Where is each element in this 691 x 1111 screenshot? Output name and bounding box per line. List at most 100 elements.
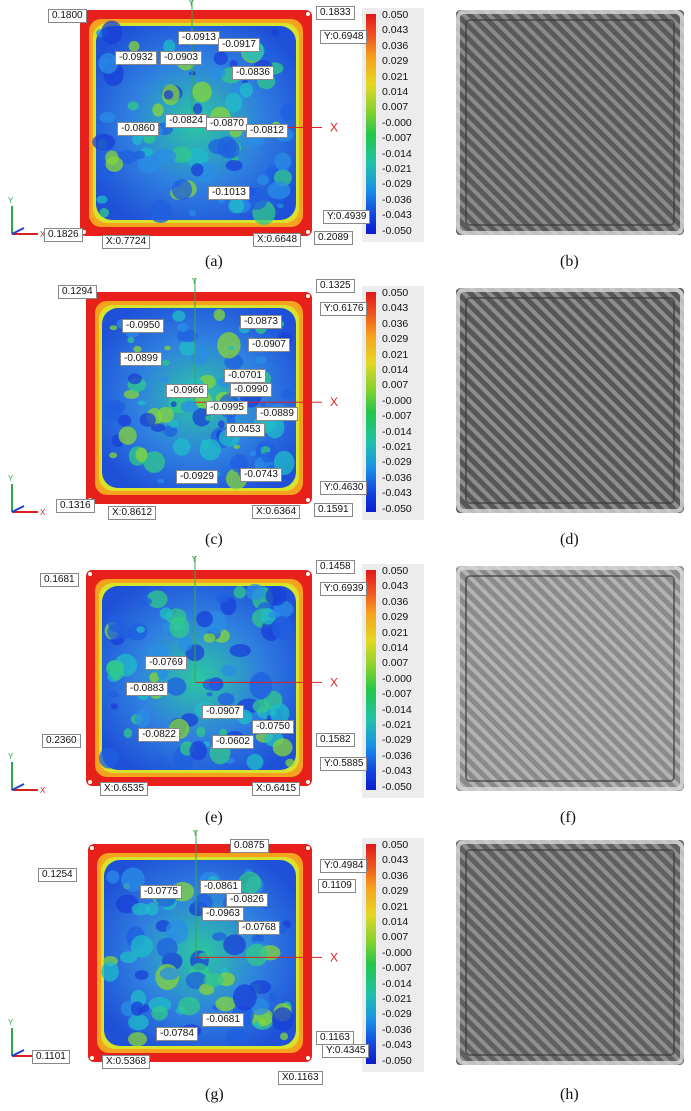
heatmap-speck bbox=[191, 163, 204, 177]
heatmap-speck bbox=[189, 740, 208, 761]
heatmap-speck bbox=[245, 187, 268, 210]
heatmap-speck bbox=[130, 935, 154, 958]
measurement-label: 0.0453 bbox=[226, 423, 265, 437]
heatmap-speck bbox=[269, 703, 290, 725]
colorbar-tick: -0.021 bbox=[382, 441, 412, 453]
measurement-label: -0.0812 bbox=[246, 124, 288, 138]
colorbar-tick: -0.007 bbox=[382, 688, 412, 701]
heatmap-speck bbox=[128, 40, 140, 52]
y-axis-label: Y bbox=[188, 0, 195, 9]
measurement-label: Y:0.4345 bbox=[322, 1044, 370, 1058]
measurement-label: -0.1013 bbox=[208, 186, 250, 200]
measure-point bbox=[82, 230, 86, 234]
colorbar-tick: 0.029 bbox=[382, 611, 409, 624]
heatmap-speck bbox=[205, 415, 213, 422]
heatmap-speck bbox=[109, 452, 118, 459]
heatmap-speck bbox=[102, 399, 126, 414]
measurement-label: -0.0824 bbox=[165, 114, 207, 128]
colorbar-tick: 0.043 bbox=[382, 24, 409, 37]
measurement-label: -0.0826 bbox=[226, 893, 268, 907]
heatmap-speck bbox=[258, 1018, 267, 1025]
heatmap-speck bbox=[229, 643, 251, 658]
heatmap-speck bbox=[208, 138, 229, 155]
heatmap-speck bbox=[151, 1006, 168, 1021]
measurement-label: -0.0836 bbox=[232, 66, 274, 80]
measurement-label: 0.1833 bbox=[316, 6, 355, 20]
colorbar-tick: -0.029 bbox=[382, 1008, 412, 1021]
colorbar-tick: 0.007 bbox=[382, 379, 409, 392]
heatmap-speck bbox=[137, 400, 146, 406]
colorbar-tick: 0.029 bbox=[382, 55, 409, 68]
heatmap-speck bbox=[238, 871, 262, 894]
heatmap-speck bbox=[134, 970, 149, 980]
heatmap-speck bbox=[267, 181, 291, 200]
heatmap-speck bbox=[146, 590, 168, 608]
heatmap-speck bbox=[157, 406, 174, 423]
measure-point bbox=[306, 780, 310, 784]
specimen-photo bbox=[456, 840, 684, 1065]
triad-z bbox=[11, 505, 25, 513]
measurement-label: -0.0899 bbox=[120, 352, 162, 366]
colorbar-tick: -0.014 bbox=[382, 977, 412, 990]
measurement-label: -0.0768 bbox=[238, 921, 280, 935]
heatmap-speck bbox=[260, 401, 267, 407]
photo-rim bbox=[456, 840, 684, 1065]
heatmap-speck bbox=[168, 420, 179, 428]
measurement-label: 0.1294 bbox=[58, 285, 97, 299]
specimen-photo bbox=[456, 10, 684, 235]
measurement-label: -0.0903 bbox=[160, 51, 202, 65]
heatmap-speck bbox=[245, 943, 268, 967]
measurement-label: -0.0950 bbox=[122, 319, 164, 333]
colorbar-tick: -0.036 bbox=[382, 193, 412, 206]
measurement-label: -0.0860 bbox=[117, 122, 159, 136]
measurement-label: 0.2360 bbox=[42, 734, 81, 748]
colorbar: 0.050 0.043 0.036 0.029 0.021 0.014 0.007 -0.00… bbox=[362, 286, 424, 520]
photo-rim bbox=[456, 10, 684, 235]
heatmap-speck bbox=[127, 373, 142, 385]
heatmap-speck bbox=[98, 747, 120, 769]
figure-row: X Y Y X 0.050 0.043 0.036 0.029 0.021 0.014 0.007 -… bbox=[0, 278, 691, 556]
measurement-label: -0.0701 bbox=[224, 369, 266, 383]
heatmap-speck bbox=[225, 92, 243, 113]
colorbar-tick: -0.050 bbox=[382, 1054, 412, 1067]
subfigure-label: (f) bbox=[560, 809, 576, 826]
colorbar-tick: 0.043 bbox=[382, 302, 409, 315]
colorbar-tick: -0.029 bbox=[382, 456, 412, 469]
measurement-label: Y:0.6939 bbox=[320, 582, 368, 596]
heatmap-speck bbox=[249, 450, 257, 456]
heatmap-speck bbox=[101, 20, 123, 45]
colorbar-tick: -0.014 bbox=[382, 147, 412, 160]
heatmap-speck bbox=[285, 758, 295, 768]
measurement-label: -0.0995 bbox=[206, 401, 248, 415]
heatmap-speck bbox=[257, 174, 270, 186]
colorbar-tick: 0.014 bbox=[382, 86, 409, 98]
colorbar-tick: 0.014 bbox=[382, 916, 409, 928]
heatmap-speck bbox=[152, 103, 164, 117]
x-axis-label: X bbox=[330, 950, 338, 964]
photo-texture bbox=[456, 840, 684, 1065]
photo-inner-edge bbox=[465, 575, 675, 782]
heatmap-speck bbox=[196, 726, 206, 738]
measurement-label: -0.0966 bbox=[166, 384, 208, 398]
specimen-photo bbox=[456, 288, 684, 513]
heatmap-speck bbox=[228, 198, 245, 214]
triad-y-label: Y bbox=[8, 196, 14, 205]
heatmap-speck bbox=[199, 438, 222, 461]
triad-x-label: X bbox=[40, 230, 46, 239]
measurement-label: X:0.7724 bbox=[102, 235, 151, 249]
triad-z bbox=[11, 227, 25, 235]
measurement-label: -0.0889 bbox=[256, 407, 298, 421]
triad-x-label: X bbox=[40, 508, 46, 517]
heatmap-speck bbox=[159, 376, 169, 383]
colorbar-tick: -0.000 bbox=[382, 116, 412, 129]
heatmap-speck bbox=[225, 1028, 247, 1044]
heatmap-speck bbox=[272, 738, 293, 757]
measure-point bbox=[90, 1056, 94, 1060]
measurement-label: -0.0883 bbox=[126, 682, 168, 696]
heatmap-speck bbox=[271, 1007, 294, 1032]
heatmap-speck bbox=[105, 156, 124, 172]
colorbar-gradient bbox=[366, 570, 376, 790]
heatmap-speck bbox=[133, 345, 142, 353]
heatmap-speck bbox=[209, 66, 226, 80]
colorbar-tick: -0.043 bbox=[382, 1039, 412, 1052]
